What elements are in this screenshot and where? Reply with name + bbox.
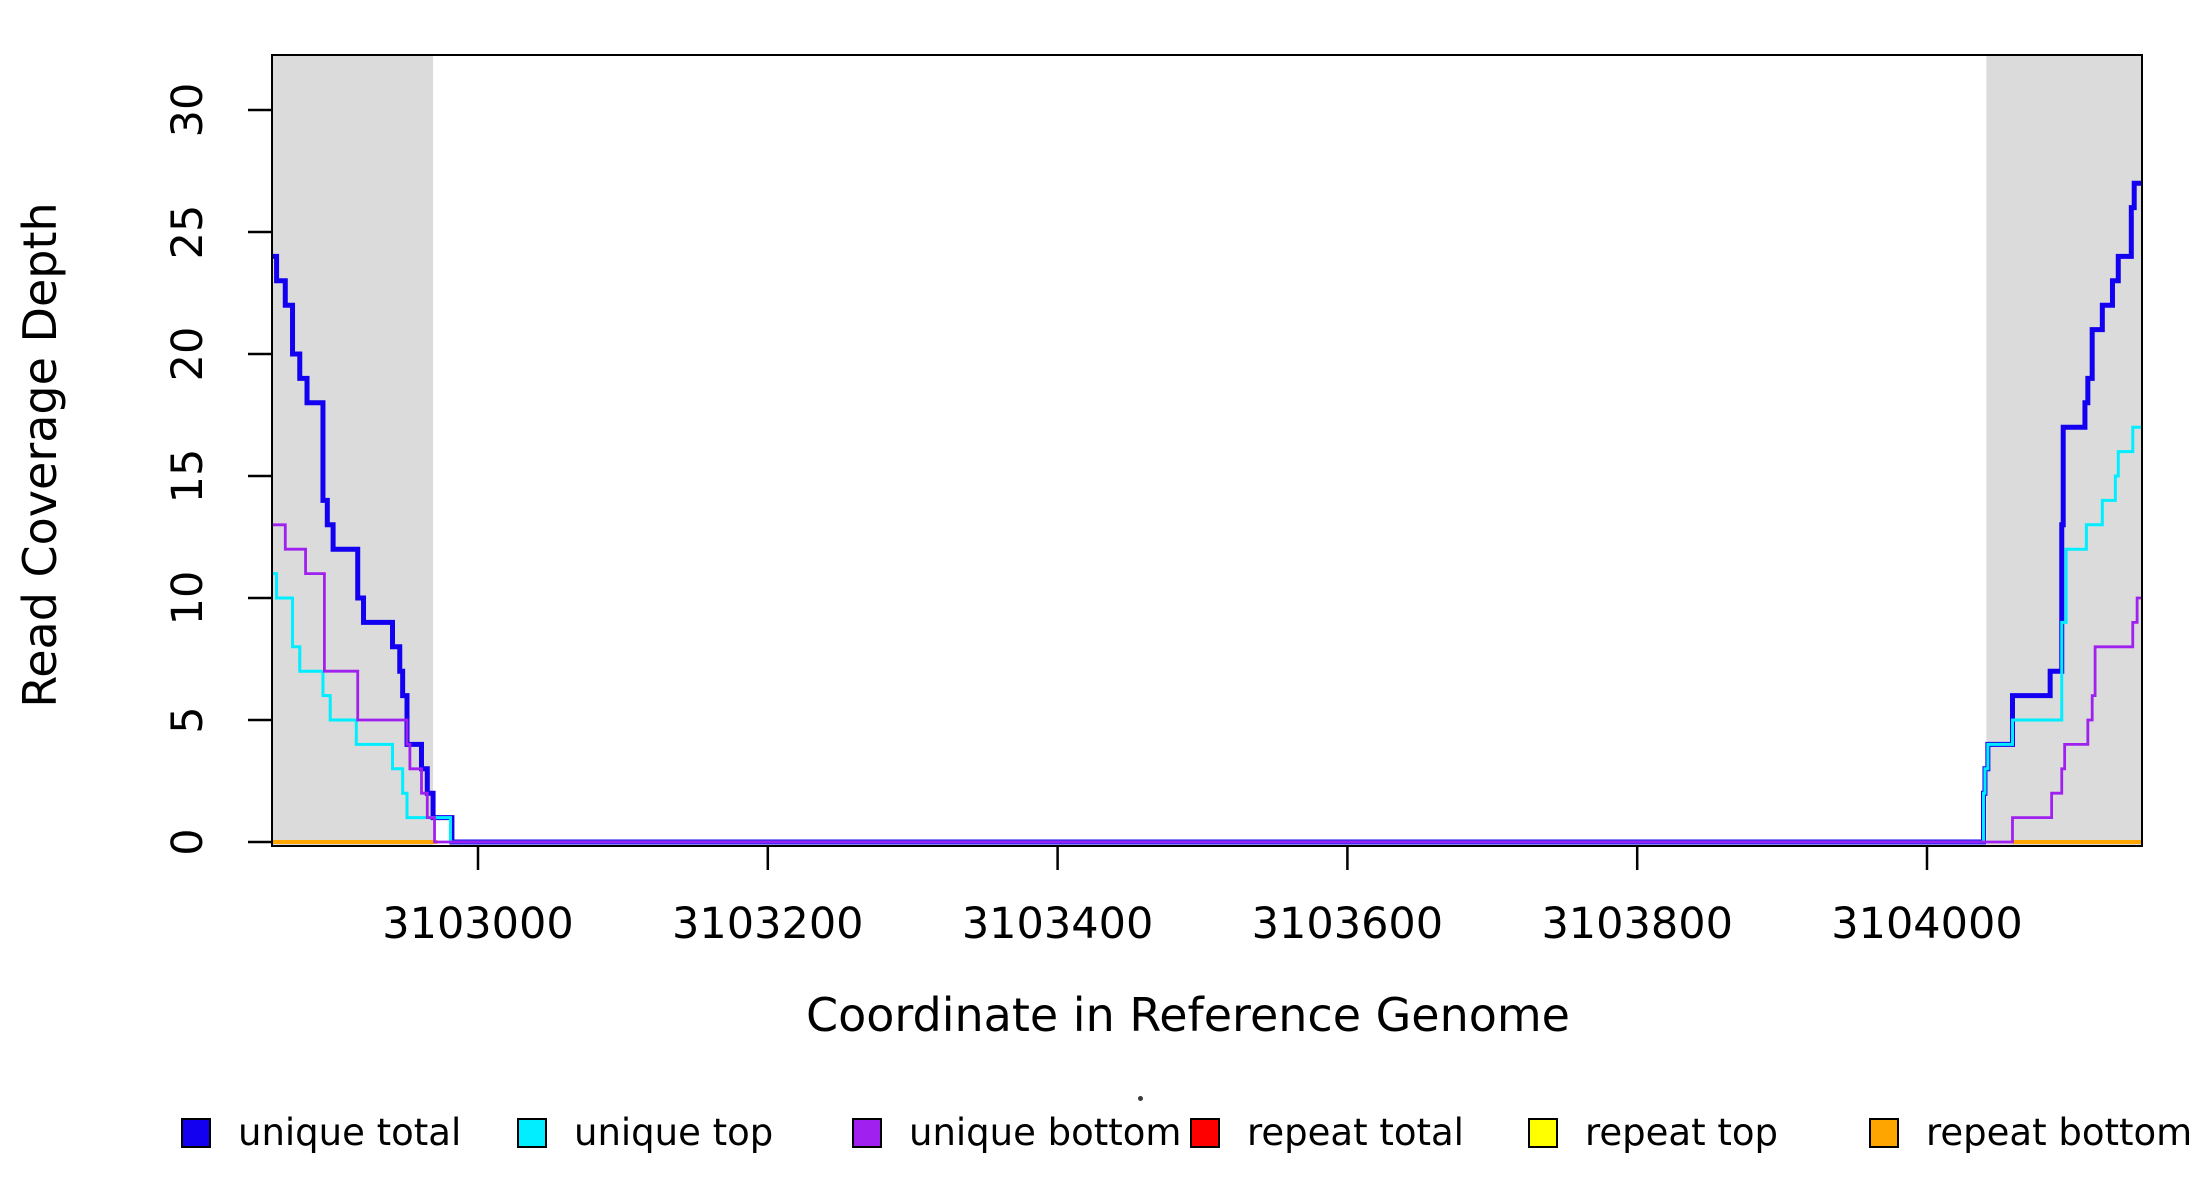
series-unique-total: [272, 180, 2142, 845]
legend-swatch: [181, 1118, 211, 1148]
series-unique-top: [272, 425, 2142, 844]
legend-swatch: [1190, 1118, 1220, 1148]
legend: unique total unique top unique bottom repea…: [0, 1111, 2200, 1154]
x-tick-label: 3103800: [1541, 899, 1733, 949]
legend-item-repeat-total: repeat total: [1190, 1111, 1464, 1154]
axis-tick-labels: 3103000 3103200 3103400 3103600 3103800 31040…: [163, 83, 2023, 949]
legend-label: repeat top: [1585, 1111, 1778, 1154]
y-axis-title: Read Coverage Depth: [13, 202, 67, 708]
legend-item-unique-total: unique total: [181, 1111, 462, 1154]
repeat-region-shading: [272, 55, 2142, 846]
legend-item-repeat-top: repeat top: [1528, 1111, 1778, 1154]
x-axis-title: Coordinate in Reference Genome: [806, 988, 1570, 1042]
legend-swatch: [1869, 1118, 1899, 1148]
legend-label: unique top: [574, 1111, 774, 1154]
y-tick-label: 0: [163, 828, 213, 855]
x-tick-label: 3103200: [672, 899, 864, 949]
x-tick-label: 3104000: [1831, 899, 2023, 949]
legend-item-unique-bottom: unique bottom: [852, 1111, 1182, 1154]
legend-swatch: [517, 1118, 547, 1148]
y-tick-label: 30: [163, 83, 213, 138]
y-tick-label: 20: [163, 327, 213, 382]
legend-label: unique total: [238, 1111, 462, 1154]
legend-label: repeat bottom: [1926, 1111, 2193, 1154]
legend-swatch: [852, 1118, 882, 1148]
y-tick-label: 10: [163, 571, 213, 626]
coverage-step-lines: [272, 180, 2142, 845]
series-unique-bottom: [272, 523, 2142, 844]
stray-dot-mark: [1138, 1096, 1143, 1101]
legend-label: unique bottom: [909, 1111, 1182, 1154]
x-tick-label: 3103400: [962, 899, 1154, 949]
legend-item-repeat-bottom: repeat bottom: [1869, 1111, 2193, 1154]
y-tick-label: 25: [163, 205, 213, 260]
y-tick-label: 5: [163, 706, 213, 733]
legend-item-unique-top: unique top: [517, 1111, 774, 1154]
x-tick-label: 3103600: [1252, 899, 1444, 949]
legend-swatch: [1528, 1118, 1558, 1148]
legend-label: repeat total: [1247, 1111, 1464, 1154]
x-tick-label: 3103000: [382, 899, 574, 949]
plot-border-box: [271, 54, 2143, 847]
axis-ticks: [248, 108, 1929, 870]
y-tick-label: 15: [163, 449, 213, 504]
